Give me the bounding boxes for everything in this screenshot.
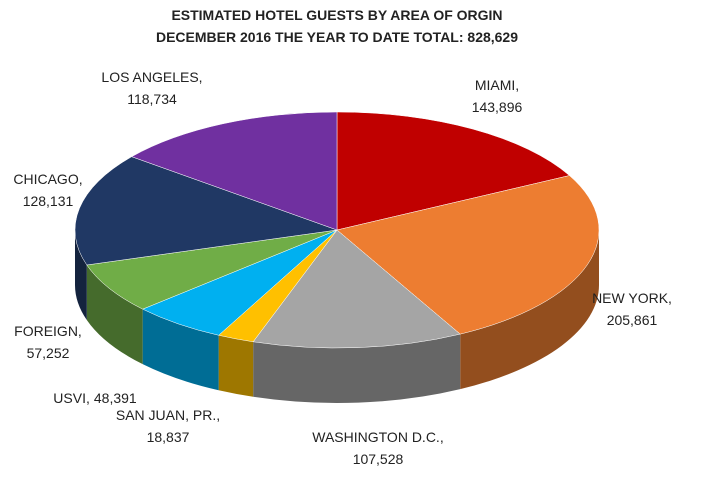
slice-side	[218, 335, 254, 397]
data-label-category: LOS ANGELES,	[101, 69, 202, 85]
data-label: LOS ANGELES, 118,734	[101, 69, 202, 107]
data-label: NEW YORK, 205,861	[592, 290, 672, 328]
slice	[74, 156, 338, 266]
data-label-category: NEW YORK,	[592, 290, 672, 306]
data-label: CHICAGO, 128,131	[13, 171, 82, 209]
data-label: FOREIGN, 57,252	[14, 323, 82, 361]
slice-side	[86, 264, 143, 365]
data-label-value: 57,252	[27, 345, 70, 361]
data-label-category: MIAMI,	[475, 77, 519, 93]
slice-side	[142, 309, 219, 391]
data-label-value: 128,131	[23, 193, 74, 209]
data-label-category: USVI,	[53, 390, 90, 406]
data-label-category: CHICAGO,	[13, 171, 82, 187]
chart-subtitle: DECEMBER 2016 THE YEAR TO DATE TOTAL: 82…	[156, 29, 518, 45]
data-label: WASHINGTON D.C., 107,528	[312, 429, 443, 467]
slice	[131, 111, 338, 231]
slice	[252, 229, 461, 349]
data-label: MIAMI, 143,896	[472, 77, 523, 115]
data-label-value: 143,896	[472, 99, 523, 115]
data-label-value: 18,837	[147, 429, 190, 445]
data-label-value: 107,528	[353, 451, 404, 467]
data-label-value: 118,734	[127, 91, 177, 107]
slice	[336, 175, 600, 335]
data-label-category: WASHINGTON D.C.,	[312, 429, 443, 445]
data-label-category: FOREIGN,	[14, 323, 82, 339]
slice-side	[253, 334, 461, 403]
data-label-category: SAN JUAN, PR.,	[116, 407, 220, 423]
chart-title: ESTIMATED HOTEL GUESTS BY AREA OF ORGIN	[171, 7, 502, 23]
data-label-value: 48,391	[94, 390, 137, 406]
slice-side	[460, 230, 599, 390]
slice-side	[75, 230, 87, 320]
slice	[86, 229, 338, 310]
data-label: SAN JUAN, PR., 18,837	[116, 407, 220, 445]
slice	[336, 111, 570, 231]
data-label-value: 205,861	[607, 312, 658, 328]
data-label: USVI, 48,391	[53, 390, 137, 406]
